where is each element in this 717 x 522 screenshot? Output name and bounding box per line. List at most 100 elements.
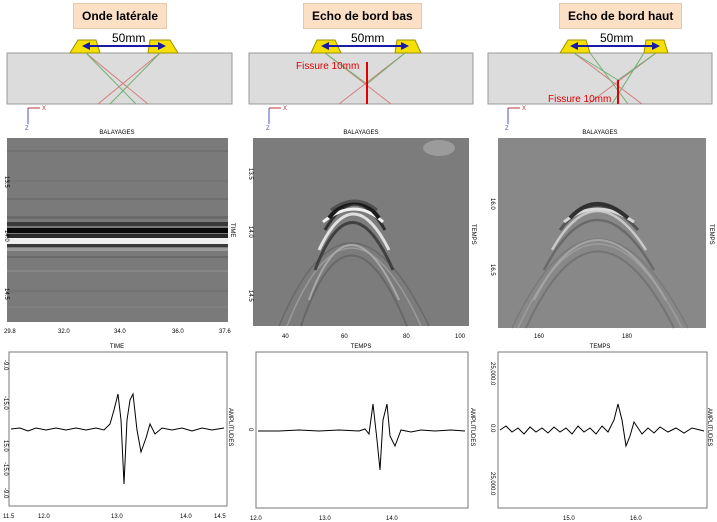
ray-path xyxy=(85,52,137,105)
bscan-left-ticks: 13.5 14.0 14.5 xyxy=(247,168,253,302)
bscan-left-tick: 14.0 xyxy=(3,230,9,242)
ascan-right-label: AMPLITUDES xyxy=(227,408,233,446)
ascan-x-tick: 12.0 xyxy=(250,516,262,522)
bscan-left-tick: 14.0 xyxy=(247,226,253,238)
bscan-x-tick: 29.8 xyxy=(4,329,16,335)
ray-path xyxy=(573,52,619,81)
axis-indicator-x: X xyxy=(283,106,287,112)
ascan-waveform xyxy=(258,403,466,471)
bscan-left-tick: 16.5 xyxy=(489,264,495,276)
ascan-x-tick: 11.5 xyxy=(3,514,15,520)
distance-label: 50mm xyxy=(112,31,145,45)
bscan-x-title: TIME xyxy=(110,344,124,350)
bscan-left-tick: 13.5 xyxy=(3,176,9,188)
panel-bottom-edge-echo: Echo de bord bas 50mm Fissure 10mm X Z B… xyxy=(239,0,478,522)
ascan-frame xyxy=(8,351,228,507)
ascan-left-tick: -15.0 xyxy=(2,396,8,410)
specimen-block xyxy=(248,52,474,105)
ray-path xyxy=(109,52,161,105)
ascan-x-tick: 14.0 xyxy=(386,516,398,522)
ascan-x-tick: 13.0 xyxy=(111,514,123,520)
panel-top-edge-echo: Echo de bord haut 50mm Fissure 10mm X Z … xyxy=(478,0,717,522)
bscan-left-tick: 16.0 xyxy=(489,198,495,210)
bscan-x-tick: 32.0 xyxy=(58,329,70,335)
ascan-left-tick: 0.0 xyxy=(489,424,495,433)
ascan-left-ticks: 25,000.0 0.0 25,000.0 xyxy=(489,362,495,496)
ascan-left-tick: 0 xyxy=(247,428,253,432)
bscan-top-title: BALAYAGES xyxy=(582,130,617,136)
bscan-x-ticks: 29.8 32.0 34.0 36.0 37.6 xyxy=(4,329,231,335)
ascan-right-label: AMPLITUDES xyxy=(706,408,712,446)
bscan-x-tick: 160 xyxy=(534,334,545,340)
bscan-right-label: TEMPS xyxy=(470,224,476,245)
bscan-x-tick: 180 xyxy=(622,334,633,340)
ray-path xyxy=(324,52,368,85)
ascan-left-ticks: 0 xyxy=(247,428,253,432)
ascan-x-tick: 15.0 xyxy=(563,516,575,522)
bscan-left-tick: 14.5 xyxy=(3,288,9,300)
bscan-right-label: TIME xyxy=(229,223,235,237)
bscan-x-tick: 40 xyxy=(282,334,289,340)
bscan-x-tick: 34.0 xyxy=(114,329,126,335)
axis-indicator-x: X xyxy=(522,106,526,112)
bscan-top-title: BALAYAGES xyxy=(99,130,134,136)
bscan-image xyxy=(253,138,469,327)
bscan-x-tick: 100 xyxy=(455,334,466,340)
panel-title: Echo de bord haut xyxy=(559,3,683,29)
bscan-x-ticks: 160 180 xyxy=(534,334,633,340)
bscan-x-tick: 80 xyxy=(403,334,410,340)
ascan-left-tick: 25,000.0 xyxy=(489,362,495,386)
panel-lateral-wave: Onde latérale 50mm X Z BALAYAGES xyxy=(0,0,239,522)
ray-path xyxy=(573,52,643,105)
panel-graphics: 50mm Fissure 10mm X Z BALAYAGES 16.0 16.… xyxy=(487,31,714,522)
axis-indicator-z: Z xyxy=(25,126,29,132)
ascan-left-ticks: -9.0 -15.0 15.0 -15.0 -9.0 xyxy=(2,360,8,499)
distance-label: 50mm xyxy=(351,31,384,45)
axis-indicator-z: Z xyxy=(266,126,270,132)
ray-path xyxy=(617,52,657,81)
ray-path xyxy=(85,52,149,105)
ascan-frame xyxy=(497,351,708,509)
axis-indicator-z: Z xyxy=(505,126,509,132)
panel-graphics: 50mm Fissure 10mm X Z BALAYAGES 13.5 xyxy=(247,31,476,522)
ascan-x-ticks: 15.0 16.0 xyxy=(563,516,642,522)
ascan-waveform xyxy=(10,392,225,485)
ascan-x-tick: 14.0 xyxy=(180,514,192,520)
bscan-x-tick: 60 xyxy=(341,334,348,340)
ascan-left-tick: -9.0 xyxy=(2,360,8,371)
ascan-x-tick: 14.5 xyxy=(214,514,226,520)
bscan-left-ticks: 13.5 14.0 14.5 xyxy=(3,176,9,300)
ascan-right-label: AMPLITUDES xyxy=(469,408,475,446)
ascan-x-tick: 12.0 xyxy=(38,514,50,520)
crack-label: Fissure 10mm xyxy=(296,61,359,72)
bscan-left-tick: 13.5 xyxy=(247,168,253,180)
crack-label: Fissure 10mm xyxy=(548,94,611,105)
ascan-left-tick: 15.0 xyxy=(2,440,8,452)
ray-path xyxy=(366,52,406,85)
ascan-left-tick: 25,000.0 xyxy=(489,472,495,496)
ascan-waveform xyxy=(499,403,705,448)
ascan-left-tick: -15.0 xyxy=(2,462,8,476)
distance-label: 50mm xyxy=(600,31,633,45)
panel-title: Echo de bord bas xyxy=(303,3,422,29)
bscan-left-ticks: 16.0 16.5 xyxy=(489,198,495,276)
ascan-x-ticks: 12.0 13.0 14.0 xyxy=(250,516,398,522)
bscan-left-tick: 14.5 xyxy=(247,290,253,302)
ascan-x-ticks: 11.5 12.0 13.0 14.0 14.5 xyxy=(3,514,226,520)
ascan-x-tick: 13.0 xyxy=(319,516,331,522)
axis-indicator-x: X xyxy=(42,106,46,112)
panel-graphics: 50mm X Z BALAYAGES xyxy=(2,31,235,520)
panel-title: Onde latérale xyxy=(73,3,168,29)
bscan-x-title: TEMPS xyxy=(590,344,611,350)
bscan-image xyxy=(7,138,228,322)
bscan-x-title: TEMPS xyxy=(351,344,372,350)
ray-path xyxy=(589,52,629,105)
bscan-top-title: BALAYAGES xyxy=(343,130,378,136)
bscan-image xyxy=(498,138,706,329)
bscan-right-label: TEMPS xyxy=(708,224,714,245)
specimen-block xyxy=(6,52,233,105)
bscan-x-tick: 36.0 xyxy=(172,329,184,335)
ascan-x-tick: 16.0 xyxy=(630,516,642,522)
ascan-left-tick: -9.0 xyxy=(2,488,8,499)
bscan-x-ticks: 40 60 80 100 xyxy=(282,334,466,340)
